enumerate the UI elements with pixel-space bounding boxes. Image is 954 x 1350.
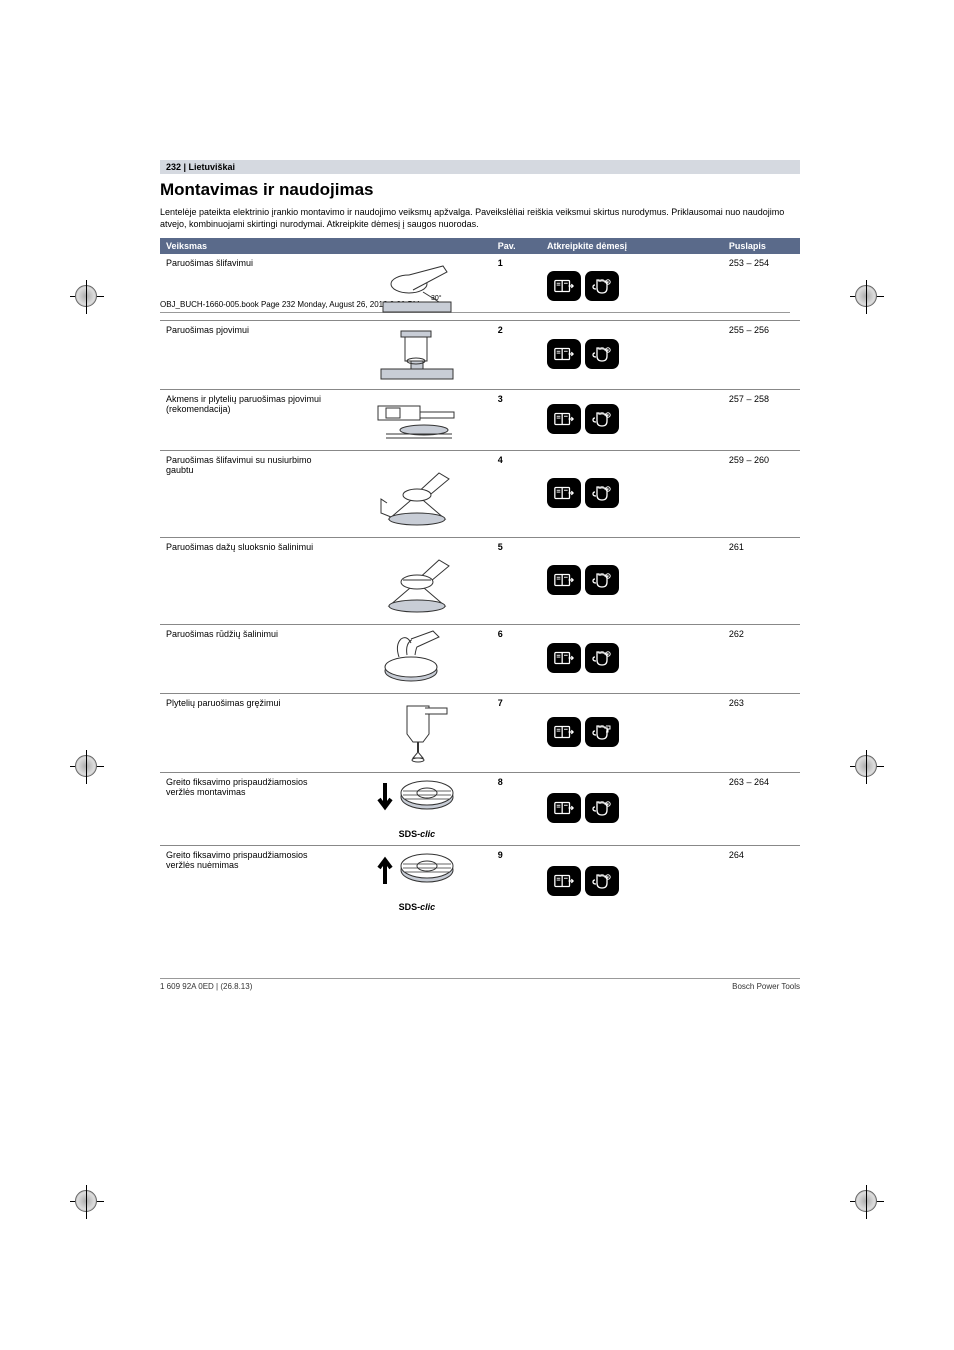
cell-page: 264: [723, 846, 800, 919]
manual-icon: [547, 643, 581, 673]
cell-page: 255 – 256: [723, 321, 800, 390]
cell-action: Paruošimas pjovimui: [160, 321, 342, 390]
cell-action: Paruošimas rūdžių šalinimui: [160, 625, 342, 694]
glove-icon: [585, 339, 619, 369]
cell-thumb: SDS-clic: [342, 846, 492, 919]
manual-icon: [547, 404, 581, 434]
table-row: Plytelių paruošimas gręžimui 7 263: [160, 694, 800, 773]
table-row: Paruošimas šlifavimui 30° 1 253 – 254: [160, 254, 800, 321]
cell-thumb: [342, 538, 492, 625]
col-page: Puslapis: [723, 238, 800, 254]
col-action: Veiksmas: [160, 238, 342, 254]
cell-thumb: [342, 321, 492, 390]
col-attention: Atkreipkite dėmesį: [541, 238, 723, 254]
cell-thumb: [342, 451, 492, 538]
cell-page: 262: [723, 625, 800, 694]
glove-icon: [585, 478, 619, 508]
cell-action: Plytelių paruošimas gręžimui: [160, 694, 342, 773]
cell-action: Paruošimas šlifavimui su nusiurbimo gaub…: [160, 451, 342, 538]
cell-attention: [541, 321, 723, 390]
cell-action: Greito fiksavimo prispaudžiamosios veržl…: [160, 846, 342, 919]
cell-attention: [541, 694, 723, 773]
col-pav: Pav.: [492, 238, 541, 254]
glove-icon: [585, 643, 619, 673]
cell-page: 259 – 260: [723, 451, 800, 538]
cell-action: Paruošimas dažų sluoksnio šalinimui: [160, 538, 342, 625]
cell-action: Paruošimas šlifavimui: [160, 254, 342, 321]
cell-pav: 6: [492, 625, 541, 694]
cell-pav: 9: [492, 846, 541, 919]
cell-thumb: SDS-clic: [342, 773, 492, 846]
crop-mark: [70, 1185, 104, 1219]
cell-pav: 5: [492, 538, 541, 625]
crop-mark: [850, 1185, 884, 1219]
cell-attention: [541, 625, 723, 694]
cell-page: 263: [723, 694, 800, 773]
cell-attention: [541, 773, 723, 846]
cell-attention: [541, 390, 723, 451]
cell-pav: 7: [492, 694, 541, 773]
table-row: Greito fiksavimo prispaudžiamosios veržl…: [160, 846, 800, 919]
intro-text: Lentelėje pateikta elektrinio įrankio mo…: [160, 207, 800, 230]
manual-icon: [547, 717, 581, 747]
glove-icon: [585, 404, 619, 434]
cell-attention: [541, 538, 723, 625]
cell-page: 263 – 264: [723, 773, 800, 846]
cell-action: Greito fiksavimo prispaudžiamosios veržl…: [160, 773, 342, 846]
footer-brand: Bosch Power Tools: [732, 982, 800, 991]
footer-doc-id: 1 609 92A 0ED | (26.8.13): [160, 982, 252, 991]
cell-attention: [541, 254, 723, 321]
glove-icon: [585, 793, 619, 823]
glove-icon: [585, 565, 619, 595]
cell-thumb: 30°: [342, 254, 492, 321]
glove-icon: [585, 717, 619, 747]
cell-pav: 8: [492, 773, 541, 846]
cell-thumb: [342, 625, 492, 694]
page-number-band: 232 | Lietuviškai: [160, 160, 800, 174]
cell-page: 261: [723, 538, 800, 625]
col-image: [342, 238, 492, 254]
cell-pav: 2: [492, 321, 541, 390]
manual-icon: [547, 565, 581, 595]
cell-page: 253 – 254: [723, 254, 800, 321]
cell-pav: 1: [492, 254, 541, 321]
cell-pav: 3: [492, 390, 541, 451]
cell-attention: [541, 846, 723, 919]
page-title: Montavimas ir naudojimas: [160, 180, 799, 200]
table-row: Akmens ir plytelių paruošimas pjovimui (…: [160, 390, 800, 451]
manual-icon: [547, 866, 581, 896]
manual-icon: [547, 271, 581, 301]
table-row: Paruošimas rūdžių šalinimui 6 262: [160, 625, 800, 694]
manual-icon: [547, 478, 581, 508]
table-row: Paruošimas šlifavimui su nusiurbimo gaub…: [160, 451, 800, 538]
table-row: Paruošimas pjovimui 2 255 – 256: [160, 321, 800, 390]
glove-icon: [585, 271, 619, 301]
svg-text:30°: 30°: [431, 294, 442, 302]
manual-icon: [547, 339, 581, 369]
cell-attention: [541, 451, 723, 538]
actions-table: Veiksmas Pav. Atkreipkite dėmesį Puslapi…: [160, 238, 800, 918]
table-row: Greito fiksavimo prispaudžiamosios veržl…: [160, 773, 800, 846]
glove-icon: [585, 866, 619, 896]
cell-action: Akmens ir plytelių paruošimas pjovimui (…: [160, 390, 342, 451]
table-row: Paruošimas dažų sluoksnio šalinimui 5 26…: [160, 538, 800, 625]
page-footer: 1 609 92A 0ED | (26.8.13) Bosch Power To…: [160, 978, 800, 991]
manual-icon: [547, 793, 581, 823]
cell-page: 257 – 258: [723, 390, 800, 451]
cell-pav: 4: [492, 451, 541, 538]
cell-thumb: [342, 694, 492, 773]
cell-thumb: [342, 390, 492, 451]
